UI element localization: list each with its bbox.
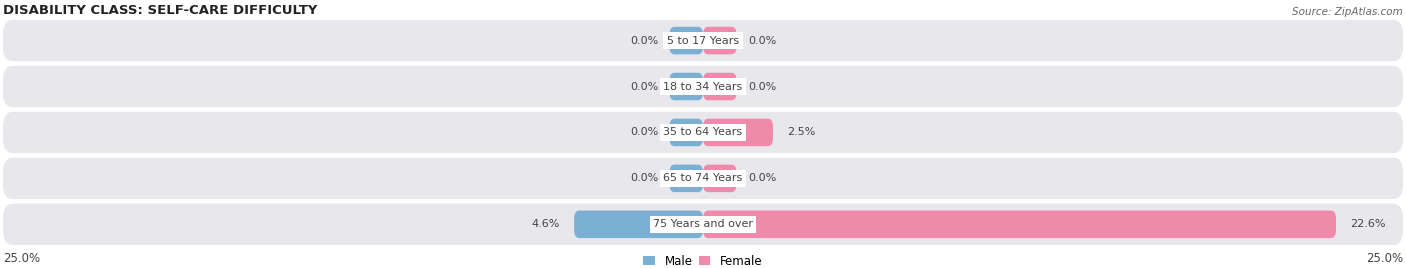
Text: 0.0%: 0.0% — [748, 81, 776, 91]
FancyBboxPatch shape — [703, 119, 773, 146]
FancyBboxPatch shape — [3, 66, 1403, 107]
Text: 0.0%: 0.0% — [748, 173, 776, 183]
FancyBboxPatch shape — [703, 211, 1336, 238]
FancyBboxPatch shape — [669, 27, 703, 54]
Text: 18 to 34 Years: 18 to 34 Years — [664, 81, 742, 91]
Legend: Male, Female: Male, Female — [644, 255, 762, 268]
FancyBboxPatch shape — [574, 211, 703, 238]
Text: 5 to 17 Years: 5 to 17 Years — [666, 36, 740, 46]
Text: 0.0%: 0.0% — [748, 36, 776, 46]
FancyBboxPatch shape — [669, 73, 703, 100]
Text: 2.5%: 2.5% — [787, 128, 815, 137]
Text: 65 to 74 Years: 65 to 74 Years — [664, 173, 742, 183]
FancyBboxPatch shape — [703, 165, 737, 192]
Text: DISABILITY CLASS: SELF-CARE DIFFICULTY: DISABILITY CLASS: SELF-CARE DIFFICULTY — [3, 4, 318, 17]
FancyBboxPatch shape — [3, 204, 1403, 245]
Text: Source: ZipAtlas.com: Source: ZipAtlas.com — [1292, 7, 1403, 17]
FancyBboxPatch shape — [703, 73, 737, 100]
FancyBboxPatch shape — [3, 158, 1403, 199]
Text: 25.0%: 25.0% — [1367, 252, 1403, 265]
Text: 75 Years and over: 75 Years and over — [652, 219, 754, 229]
Text: 22.6%: 22.6% — [1350, 219, 1385, 229]
FancyBboxPatch shape — [669, 165, 703, 192]
Text: 0.0%: 0.0% — [630, 128, 658, 137]
Text: 4.6%: 4.6% — [531, 219, 560, 229]
FancyBboxPatch shape — [3, 112, 1403, 153]
Text: 0.0%: 0.0% — [630, 81, 658, 91]
Text: 25.0%: 25.0% — [3, 252, 39, 265]
Text: 0.0%: 0.0% — [630, 36, 658, 46]
FancyBboxPatch shape — [703, 27, 737, 54]
Text: 35 to 64 Years: 35 to 64 Years — [664, 128, 742, 137]
FancyBboxPatch shape — [669, 119, 703, 146]
FancyBboxPatch shape — [3, 20, 1403, 61]
Text: 0.0%: 0.0% — [630, 173, 658, 183]
